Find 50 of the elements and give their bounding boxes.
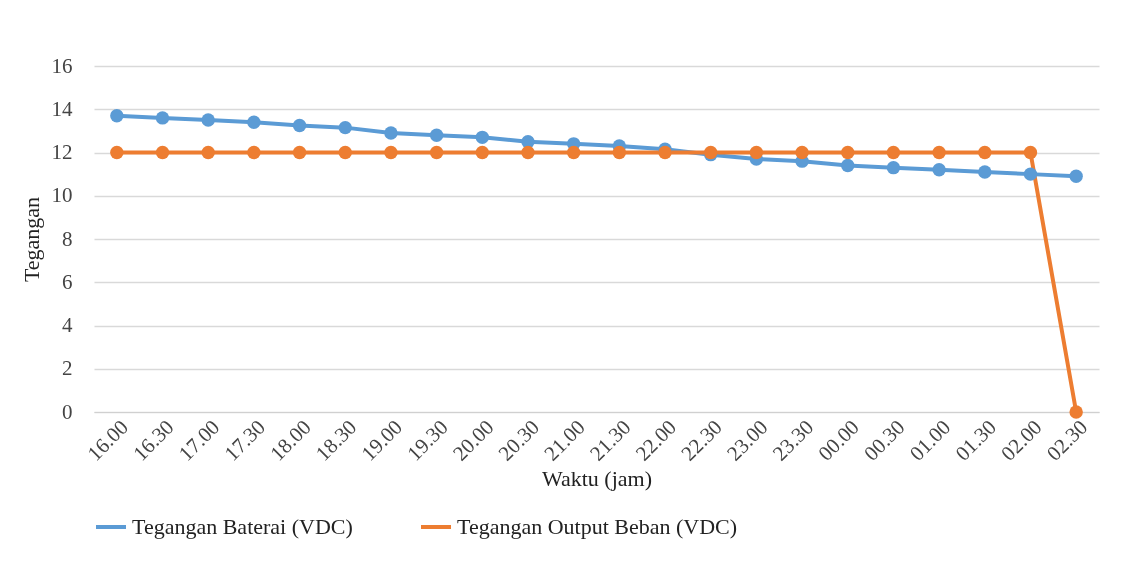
point (292, 145, 307, 160)
point (841, 145, 855, 160)
point (338, 145, 352, 160)
point (978, 145, 992, 160)
point (978, 165, 992, 179)
point (521, 145, 535, 160)
point (201, 113, 215, 127)
y-tick-label: 4 (62, 313, 73, 337)
y-tick-label: 10 (51, 183, 73, 208)
point (566, 145, 581, 160)
point (612, 145, 627, 160)
point (338, 120, 352, 135)
x-axis-title: Waktu (jam) (541, 465, 653, 491)
point (429, 145, 444, 160)
y-tick-label: 6 (62, 269, 73, 294)
point (1023, 145, 1038, 160)
point (384, 145, 398, 160)
point (475, 145, 489, 160)
legend-label: Tegangan Baterai (VDC) (132, 514, 353, 539)
point (292, 118, 307, 133)
point (475, 130, 489, 145)
point (429, 128, 444, 142)
point (247, 145, 261, 160)
point (201, 145, 215, 160)
point (886, 145, 901, 160)
point (795, 145, 809, 160)
point (658, 145, 672, 160)
point (932, 145, 946, 160)
point (749, 145, 764, 160)
y-tick-label: 8 (62, 226, 73, 251)
point (155, 145, 170, 160)
y-tick-label: 0 (62, 399, 73, 424)
point (155, 111, 170, 125)
y-axis-title: Tegangan (18, 196, 44, 283)
point (110, 109, 124, 123)
point (1023, 167, 1038, 181)
y-tick-label: 16 (51, 53, 73, 78)
legend-label: Tegangan Output Beban (VDC) (457, 514, 738, 539)
point (932, 163, 946, 177)
point (384, 126, 398, 140)
y-tick-label: 14 (51, 96, 73, 121)
point (841, 158, 855, 173)
point (886, 160, 901, 175)
y-tick-label: 2 (62, 356, 73, 381)
point (1069, 405, 1083, 419)
y-tick-label: 12 (51, 140, 73, 164)
point (110, 145, 124, 160)
point (1069, 169, 1083, 183)
point (521, 134, 535, 149)
point (247, 115, 261, 129)
